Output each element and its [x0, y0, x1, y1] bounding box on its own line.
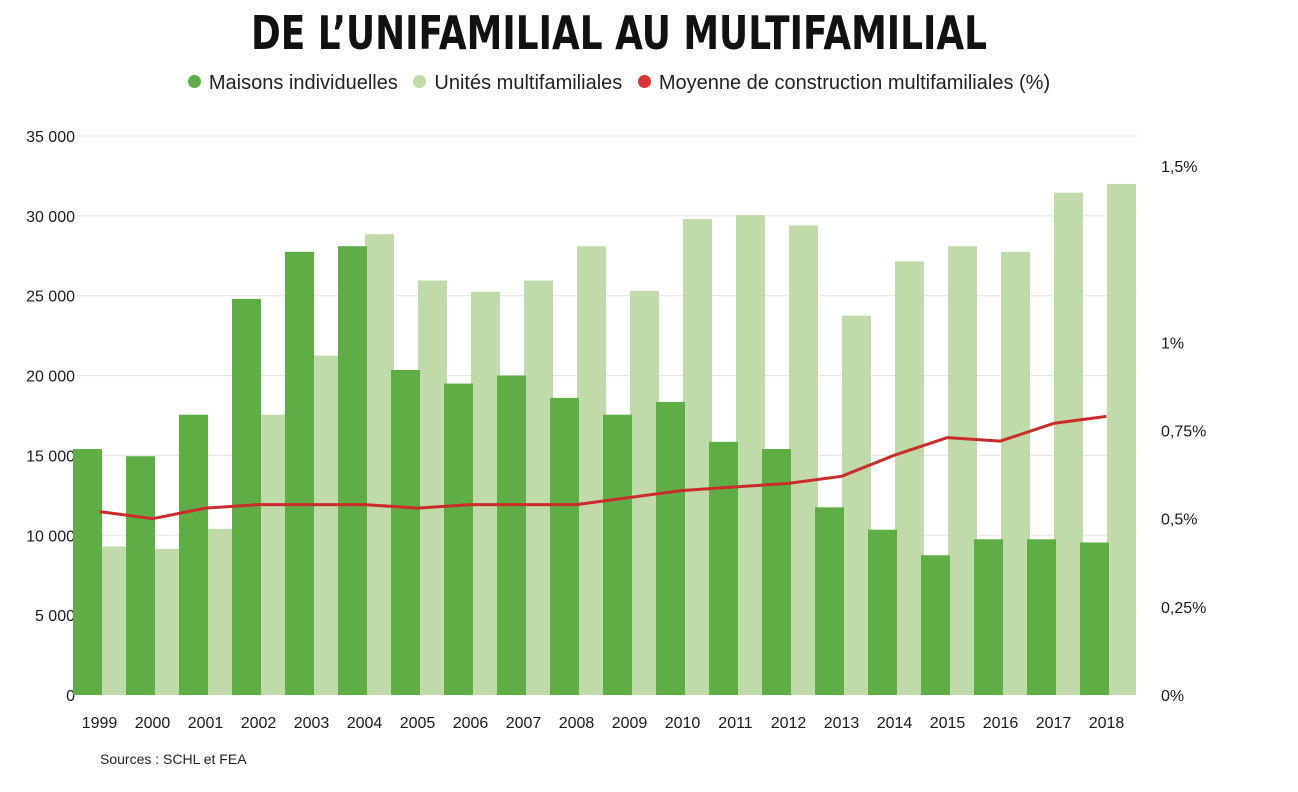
x-tick-label: 2005 — [400, 715, 436, 732]
bar-maisons — [338, 246, 367, 695]
x-tick-label: 2002 — [241, 715, 277, 732]
legend-label-multifamiliales: Unités multifamiliales — [434, 72, 623, 94]
bar-multifamiliales — [1054, 192, 1083, 695]
legend-marker-multifamiliales — [413, 75, 427, 88]
bar-maisons — [126, 456, 155, 695]
x-tick-label: 2010 — [665, 715, 701, 732]
x-tick-label: 2000 — [135, 715, 171, 732]
y-right-tick-label: 1,5% — [1161, 159, 1197, 176]
bar-multifamiliales — [312, 355, 341, 695]
bar-multifamiliales — [1107, 183, 1136, 695]
chart-title: DE L’UNIFAMILIAL AU MULTIFAMILIAL — [250, 6, 988, 60]
x-tick-label: 1999 — [82, 715, 118, 732]
y-right-tick-label: 1% — [1161, 335, 1184, 352]
y-right-tick-label: 0,25% — [1161, 600, 1206, 617]
bar-multifamiliales — [736, 215, 765, 695]
y-left-tick-label: 25 000 — [26, 289, 75, 306]
y-left-tick-label: 15 000 — [26, 448, 75, 465]
bar-multifamiliales — [842, 315, 871, 695]
bar-maisons — [1027, 539, 1056, 695]
chart-legend: Maisons individuelles Unités multifamili… — [0, 72, 1238, 95]
bar-multifamiliales — [365, 234, 394, 695]
bar-maisons — [73, 449, 102, 695]
bar-maisons — [179, 414, 208, 695]
bar-maisons — [391, 369, 420, 695]
legend-label-moyenne: Moyenne de construction multifamiliales … — [658, 72, 1051, 94]
y-right-tick-label: 0% — [1161, 688, 1184, 705]
bar-maisons — [974, 539, 1003, 695]
y-right-tick-label: 0,75% — [1161, 424, 1206, 441]
x-tick-label: 2018 — [1089, 715, 1125, 732]
y-left-tick-label: 5 000 — [35, 608, 75, 625]
bar-maisons — [709, 441, 738, 695]
x-tick-label: 2008 — [559, 715, 595, 732]
bar-multifamiliales — [683, 219, 712, 695]
bar-multifamiliales — [206, 528, 235, 695]
bar-maisons — [603, 414, 632, 695]
source-note: Sources : SCHL et FEA — [100, 751, 247, 767]
y-left-tick-label: 10 000 — [26, 528, 75, 545]
x-tick-label: 2004 — [347, 715, 383, 732]
legend-marker-moyenne — [637, 75, 651, 88]
bar-maisons — [1080, 542, 1109, 695]
bar-multifamiliales — [471, 291, 500, 695]
bar-multifamiliales — [789, 225, 818, 695]
x-tick-label: 2017 — [1036, 715, 1072, 732]
x-tick-label: 2011 — [718, 715, 753, 732]
legend-item-moyenne: Moyenne de construction multifamiliales … — [637, 72, 1051, 95]
y-right-tick-label: 0,5% — [1161, 512, 1197, 529]
bar-multifamiliales — [259, 414, 288, 695]
legend-marker-maisons — [187, 75, 201, 88]
legend-label-maisons: Maisons individuelles — [208, 72, 398, 94]
x-tick-label: 2014 — [877, 715, 913, 732]
legend-item-maisons: Maisons individuelles — [187, 72, 398, 95]
bar-maisons — [444, 383, 473, 695]
bar-maisons — [285, 251, 314, 696]
bar-maisons — [868, 529, 897, 695]
x-tick-label: 2007 — [506, 715, 542, 732]
bar-multifamiliales — [418, 280, 447, 695]
x-tick-label: 2013 — [824, 715, 860, 732]
bar-maisons — [550, 397, 579, 695]
bar-maisons — [921, 555, 950, 695]
bar-multifamiliales — [1001, 251, 1030, 696]
y-left-tick-label: 35 000 — [26, 129, 75, 146]
x-tick-label: 2006 — [453, 715, 489, 732]
y-left-tick-label: 0 — [66, 688, 75, 705]
bar-maisons — [656, 401, 685, 695]
x-tick-label: 2012 — [771, 715, 807, 732]
x-tick-label: 2009 — [612, 715, 648, 732]
bar-maisons — [497, 375, 526, 695]
bar-multifamiliales — [100, 546, 129, 695]
x-tick-label: 2001 — [188, 715, 224, 732]
bar-multifamiliales — [577, 246, 606, 695]
x-tick-label: 2016 — [983, 715, 1019, 732]
line-moyenne — [99, 414, 1107, 521]
bar-multifamiliales — [948, 246, 977, 695]
legend-item-multifamiliales: Unités multifamiliales — [413, 72, 622, 95]
bar-multifamiliales — [524, 280, 553, 695]
x-tick-label: 2003 — [294, 715, 330, 732]
y-left-tick-label: 30 000 — [26, 209, 75, 226]
bar-multifamiliales — [895, 261, 924, 695]
x-tick-label: 2015 — [930, 715, 966, 732]
bar-maisons — [232, 298, 261, 695]
y-left-tick-label: 20 000 — [26, 369, 75, 386]
bar-multifamiliales — [153, 548, 182, 695]
bar-maisons — [815, 507, 844, 695]
bar-maisons — [762, 449, 791, 695]
